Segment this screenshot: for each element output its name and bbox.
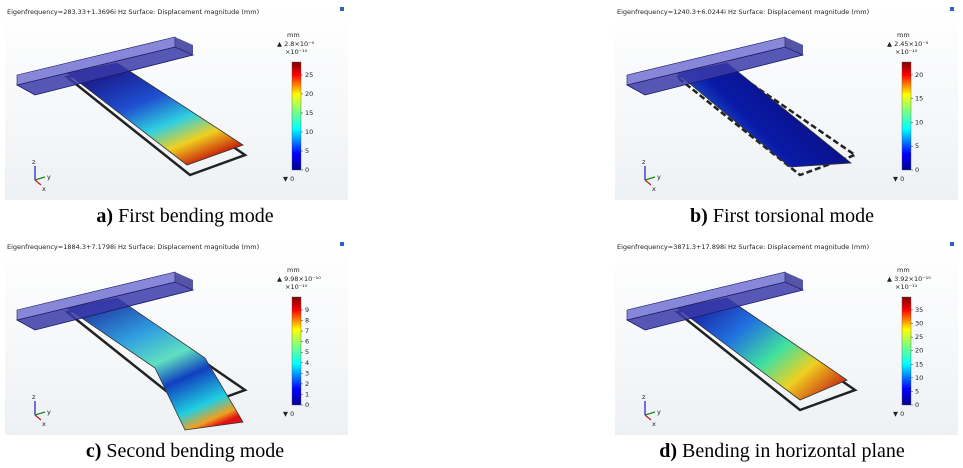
colorbar-min: ▼ 0	[283, 175, 294, 183]
axis-label: x	[652, 420, 656, 428]
colorbar	[902, 297, 911, 405]
colorbar-tick-label: 6	[305, 338, 309, 346]
colorbar-tick-label: 2	[305, 380, 309, 388]
axis-label: z	[642, 393, 646, 401]
caption: c) Second bending mode	[86, 440, 284, 462]
colorbar-tick-label: 15	[305, 109, 313, 117]
corner-icon	[340, 242, 344, 246]
axis-label: y	[657, 408, 661, 416]
corner-icon	[950, 7, 954, 11]
caption: b) First torsional mode	[690, 205, 874, 227]
panel-header: Eigenfrequency=1884.3+7.1798i Hz Surface…	[7, 243, 259, 251]
panel-header: Eigenfrequency=283.33+1.3696i Hz Surface…	[7, 8, 259, 16]
colorbar-scale: ×10⁻¹⁰	[285, 48, 308, 56]
axis-label: z	[32, 158, 36, 166]
caption-label: b)	[690, 205, 708, 227]
colorbar-tick-label: 1	[305, 390, 309, 398]
colorbar-tick-label: 20	[915, 71, 923, 79]
colorbar-tick-label: 0	[915, 166, 919, 174]
caption-label: c)	[86, 440, 102, 462]
colorbar-tick-label: 35	[915, 306, 923, 314]
axis-label: y	[47, 408, 51, 416]
colorbar-unit: mm	[897, 31, 910, 39]
axis-label: x	[42, 185, 46, 193]
colorbar-tick-label: 5	[305, 147, 309, 155]
colorbar-tick-label: 5	[305, 348, 309, 356]
panel: Eigenfrequency=1884.3+7.1798i Hz Surface…	[5, 240, 348, 435]
panel-header: Eigenfrequency=3871.3+17.898i Hz Surface…	[617, 243, 869, 251]
figure: Eigenfrequency=283.33+1.3696i Hz Surface…	[0, 0, 963, 468]
colorbar-unit: mm	[287, 266, 300, 274]
colorbar-tick-label: 3	[305, 369, 309, 377]
colorbar-min: ▼ 0	[893, 410, 904, 418]
caption: a) First bending mode	[96, 205, 273, 227]
axis-label: x	[42, 420, 46, 428]
corner-icon	[950, 242, 954, 246]
colorbar-tick-label: 8	[305, 317, 309, 325]
colorbar-tick-label: 10	[915, 374, 923, 382]
colorbar-tick-label: 0	[305, 166, 309, 174]
panel: Eigenfrequency=3871.3+17.898i Hz Surface…	[615, 240, 958, 435]
colorbar-tick-label: 10	[915, 118, 923, 126]
caption-text: First torsional mode	[708, 205, 874, 227]
colorbar-tick-label: 4	[305, 359, 309, 367]
colorbar-max: ▲ 9.98×10⁻¹⁰	[277, 275, 321, 283]
caption-text: Second bending mode	[101, 440, 284, 462]
axis-label: z	[642, 158, 646, 166]
colorbar-tick-label: 15	[915, 95, 923, 103]
caption-label: a)	[96, 205, 113, 227]
colorbar	[902, 62, 911, 170]
colorbar-tick-label: 5	[915, 142, 919, 150]
colorbar-max: ▲ 3.92×10⁻¹⁰	[887, 275, 931, 283]
colorbar-min: ▼ 0	[893, 175, 904, 183]
colorbar-unit: mm	[897, 266, 910, 274]
colorbar-tick-label: 25	[915, 333, 923, 341]
axis-label: y	[47, 173, 51, 181]
axis-label: y	[657, 173, 661, 181]
colorbar-tick-label: 5	[915, 387, 919, 395]
colorbar-max: ▲ 2.8×10⁻⁹	[277, 40, 315, 48]
colorbar-tick-label: 30	[915, 320, 923, 328]
colorbar-tick-label: 0	[915, 401, 919, 409]
caption-text: Bending in horizontal plane	[677, 440, 905, 462]
colorbar	[292, 62, 301, 170]
corner-icon	[340, 7, 344, 11]
colorbar-tick-label: 15	[915, 360, 923, 368]
colorbar-min: ▼ 0	[283, 410, 294, 418]
caption-text: First bending mode	[113, 205, 274, 227]
colorbar-tick-label: 25	[305, 71, 313, 79]
axis-label: z	[32, 393, 36, 401]
caption-label: d)	[659, 440, 677, 462]
panel: Eigenfrequency=1240.3+6.0244i Hz Surface…	[615, 5, 958, 200]
colorbar-tick-label: 9	[305, 306, 309, 314]
colorbar-unit: mm	[287, 31, 300, 39]
colorbar-tick-label: 20	[915, 347, 923, 355]
caption: d) Bending in horizontal plane	[659, 440, 905, 462]
colorbar-scale: ×10⁻¹⁰	[895, 48, 918, 56]
colorbar-tick-label: 7	[305, 327, 309, 335]
colorbar-tick-label: 20	[305, 90, 313, 98]
colorbar-scale: ×10⁻¹⁰	[285, 283, 308, 291]
colorbar	[292, 297, 301, 405]
colorbar-scale: ×10⁻¹¹	[895, 283, 918, 291]
panel-header: Eigenfrequency=1240.3+6.0244i Hz Surface…	[617, 8, 869, 16]
axis-label: x	[652, 185, 656, 193]
colorbar-tick-label: 0	[305, 401, 309, 409]
colorbar-max: ▲ 2.45×10⁻⁹	[887, 40, 929, 48]
panel: Eigenfrequency=283.33+1.3696i Hz Surface…	[5, 5, 348, 200]
colorbar-tick-label: 10	[305, 128, 313, 136]
